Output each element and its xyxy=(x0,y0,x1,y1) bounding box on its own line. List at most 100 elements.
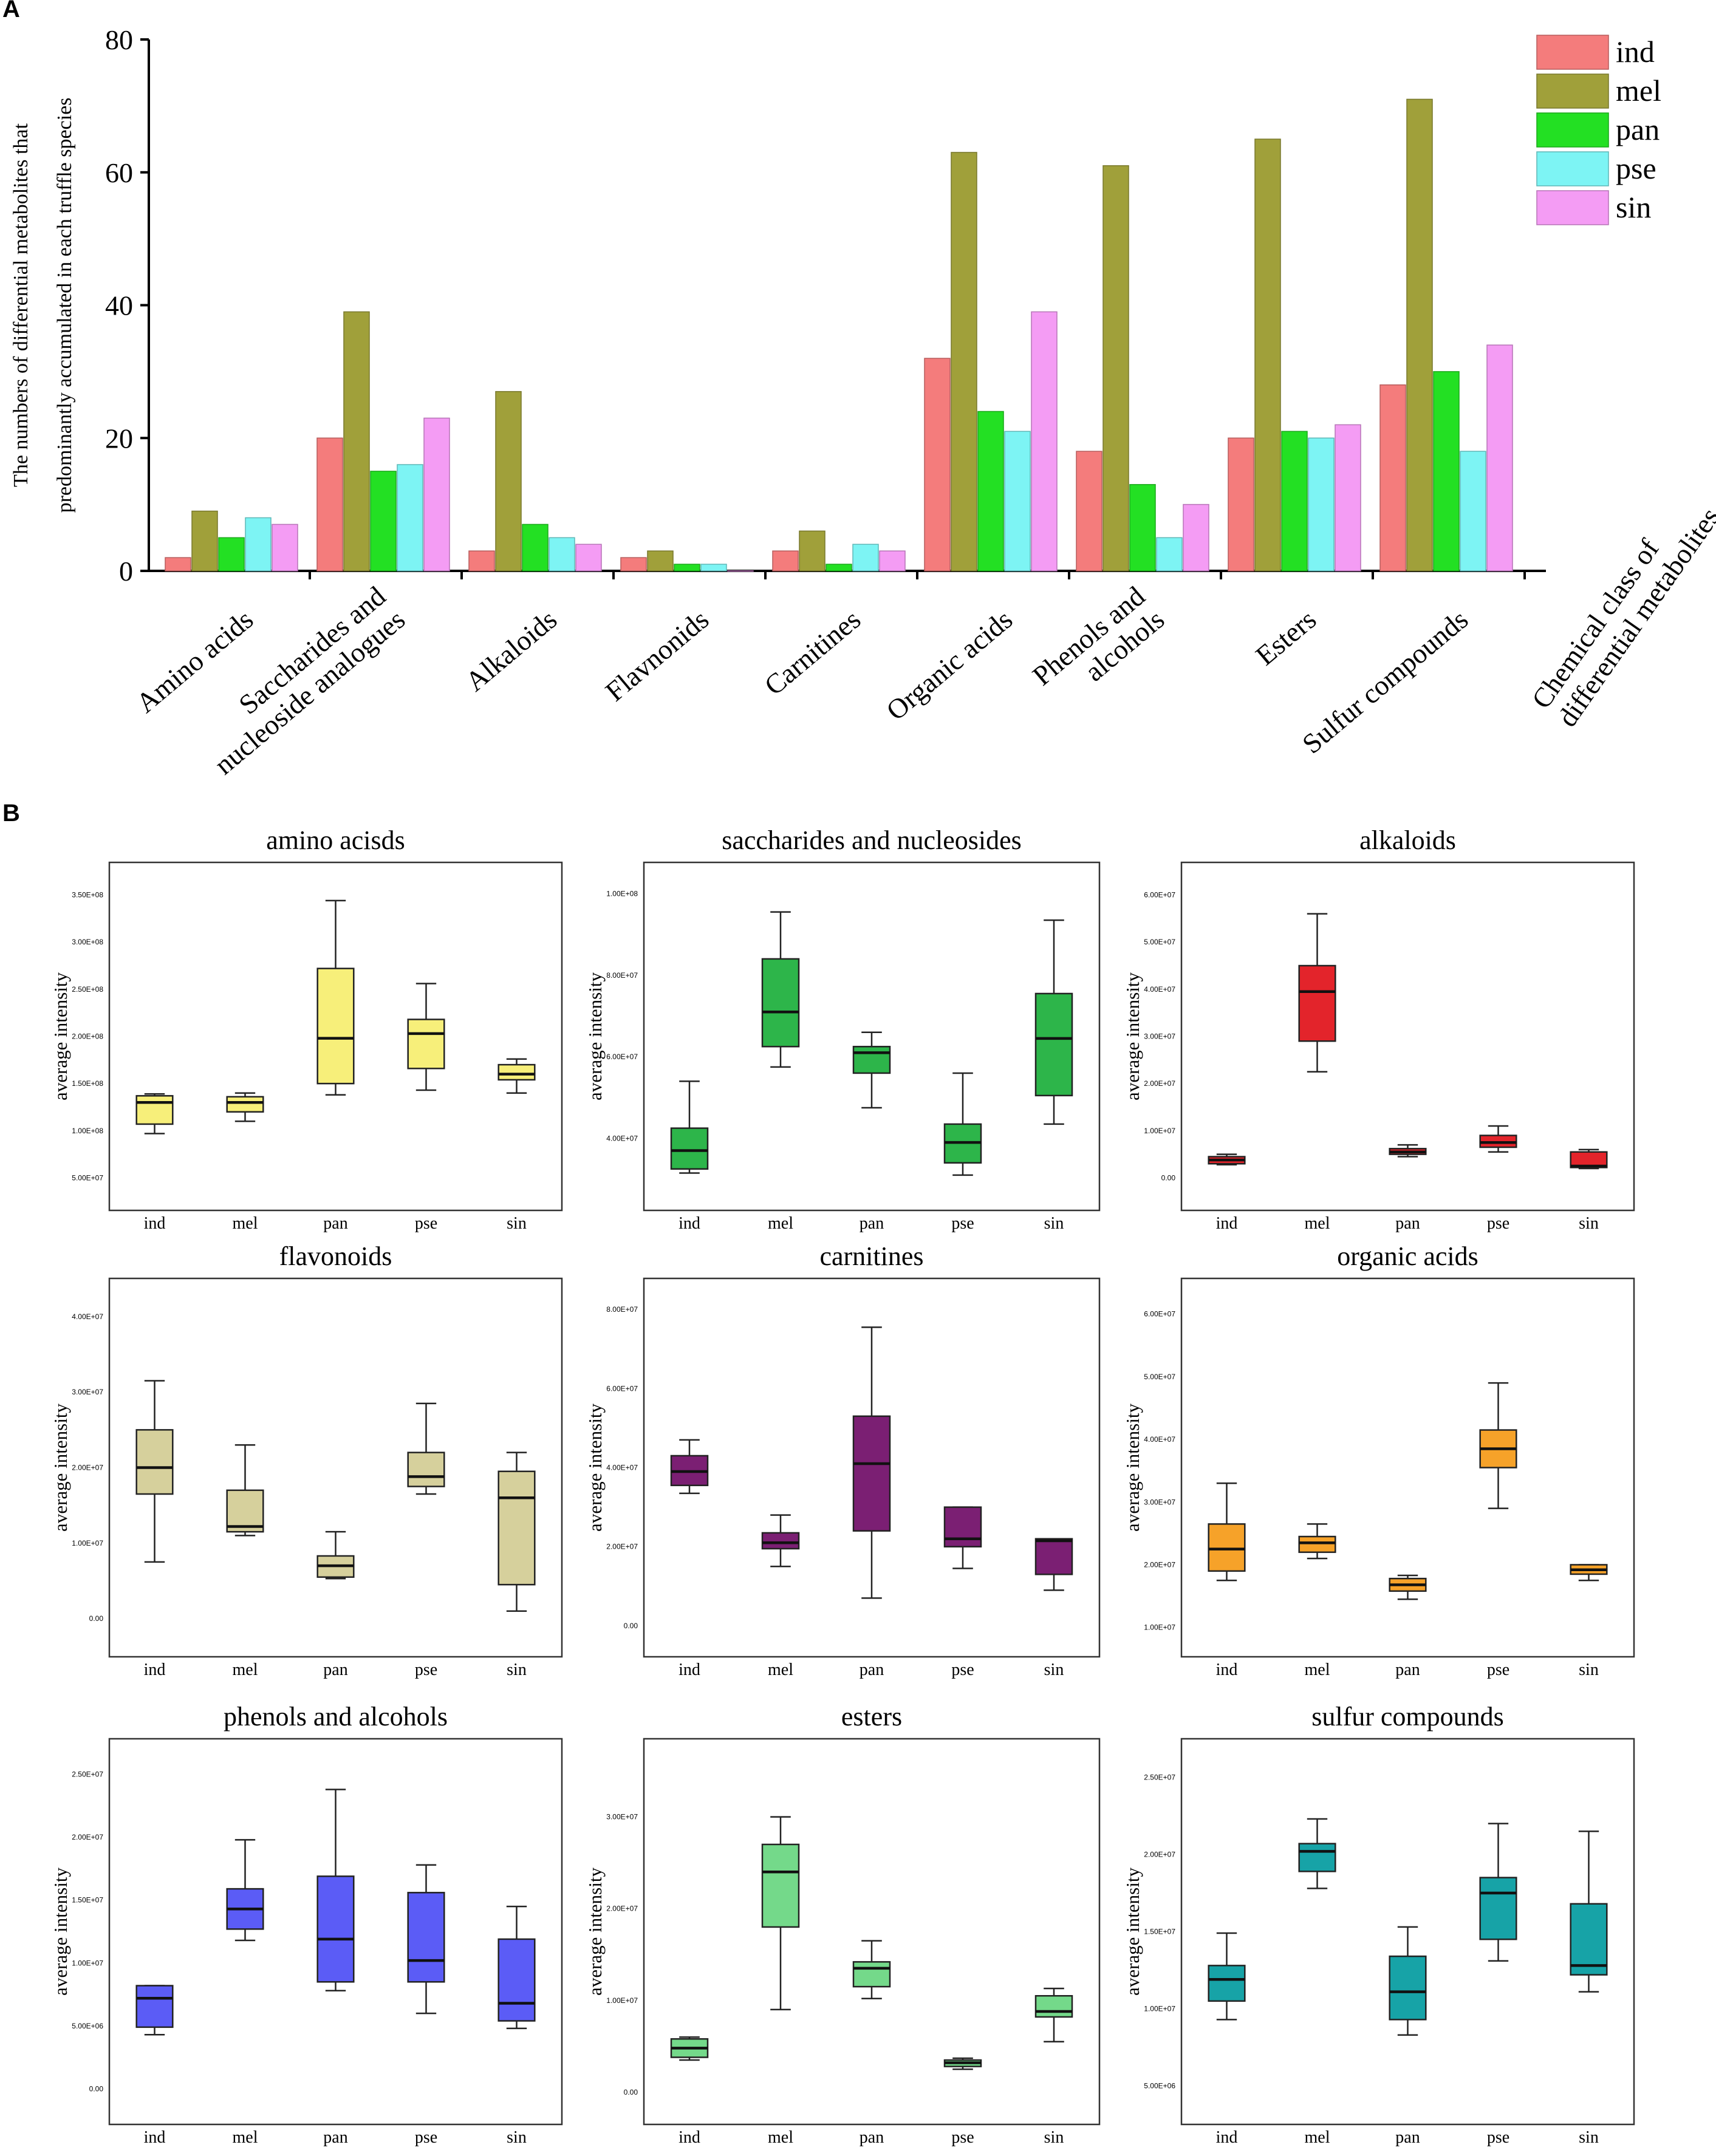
box-plot-sulfur-compounds: sulfur compounds average intensity 5.00E+0… xyxy=(1122,1702,1635,2147)
x-tick-label: pse xyxy=(951,2128,974,2147)
bar-pan xyxy=(522,524,549,571)
y-axis-label: average intensity xyxy=(1122,1868,1143,1996)
x-tick-label: pan xyxy=(323,2128,347,2147)
box-pan: pan xyxy=(852,1326,891,1679)
x-tick-label: Phenols andalcohols xyxy=(1027,581,1170,715)
box-ind: ind xyxy=(135,1093,174,1233)
box-iqr xyxy=(135,1095,174,1125)
y-tick-label: 80 xyxy=(105,24,133,55)
y-axis-label: average intensity xyxy=(584,972,606,1100)
plot-title: alkaloids xyxy=(1359,825,1456,855)
x-tick-label: ind xyxy=(1216,1214,1238,1233)
x-axis-label-line: differential metabolites xyxy=(1551,502,1716,732)
box-plot-phenols-and-alcohols: phenols and alcohols average intensity 0.0… xyxy=(50,1702,563,2147)
y-tick-label: 5.00E+07 xyxy=(1144,938,1175,946)
bar-sin xyxy=(1486,344,1513,571)
y-tick-label: 1.00E+08 xyxy=(606,889,638,898)
legend-label-ind: ind xyxy=(1616,35,1655,69)
box-iqr xyxy=(135,1985,174,2028)
bar-pse xyxy=(1156,537,1183,571)
box-mel: mel xyxy=(1298,913,1336,1233)
x-tick-label-line: Flavnonids xyxy=(600,604,714,707)
legend-label-mel: mel xyxy=(1616,73,1661,107)
box-plot-flavonoids: flavonoids average intensity 0.00 1.00E+07 2… xyxy=(50,1241,563,1679)
box-iqr xyxy=(316,1875,355,1983)
y-tick-label: 1.00E+07 xyxy=(72,1959,103,1967)
x-tick-label: Alkaloids xyxy=(459,604,562,697)
bar-pan xyxy=(826,564,852,571)
bar-ind xyxy=(772,550,799,571)
box-mel: mel xyxy=(761,1514,800,1679)
box-sin: sin xyxy=(1034,1987,1073,2147)
y-tick-label: 40 xyxy=(105,290,133,321)
plot-title: phenols and alcohols xyxy=(224,1702,448,1731)
x-tick-label: ind xyxy=(1216,2128,1238,2147)
box-plot-esters: esters average intensity 0.00 1.00E+07 2.00E… xyxy=(584,1702,1101,2147)
box-pse: pse xyxy=(943,1506,982,1679)
bar-pse xyxy=(700,564,727,571)
x-tick-label: Carnitines xyxy=(759,604,867,701)
legend-label-sin: sin xyxy=(1616,190,1651,224)
bar-pse xyxy=(549,537,575,571)
y-tick-label: 3.00E+08 xyxy=(72,938,103,946)
plot-title: flavonoids xyxy=(279,1241,392,1271)
y-tick-label: 1.00E+08 xyxy=(72,1127,103,1135)
y-tick-label: 2.50E+08 xyxy=(72,985,103,994)
box-plot-grid: amino acisds average intensity 5.00E+07 1.0… xyxy=(50,825,1635,2147)
x-tick-label: Esters xyxy=(1249,604,1322,671)
x-tick-label: ind xyxy=(1216,1660,1238,1679)
plot-title: esters xyxy=(841,1702,902,1731)
y-tick-label: 0.00 xyxy=(1161,1173,1176,1182)
y-tick-label: 1.00E+07 xyxy=(1144,2005,1175,2013)
box-pan: pan xyxy=(1389,1926,1427,2147)
plot-title: organic acids xyxy=(1337,1241,1478,1271)
x-tick-label: ind xyxy=(679,1214,700,1233)
x-tick-label: ind xyxy=(144,1214,166,1233)
legend: ind mel pan pse sin xyxy=(1536,35,1661,225)
box-plot-organic-acids: organic acids average intensity 1.00E+07 2.… xyxy=(1122,1241,1635,1679)
bar-pse xyxy=(852,544,879,571)
y-tick-label: 8.00E+07 xyxy=(606,971,638,980)
y-tick-label: 2.50E+07 xyxy=(1144,1773,1175,1781)
box-pse: pse xyxy=(1479,1823,1517,2147)
box-iqr xyxy=(1208,1965,1246,2002)
y-axis-label: average intensity xyxy=(1122,972,1143,1100)
x-tick-label: sin xyxy=(1044,1214,1064,1233)
legend-label-pan: pan xyxy=(1616,112,1660,146)
y-axis-label: average intensity xyxy=(50,1868,71,1996)
y-tick-label: 3.00E+07 xyxy=(606,1813,638,1821)
y-tick-label: 3.00E+07 xyxy=(1144,1032,1175,1041)
y-tick-label: 0 xyxy=(119,556,133,587)
box-mel: mel xyxy=(1298,1818,1336,2147)
bar-mel xyxy=(1254,138,1281,571)
x-tick-label: sin xyxy=(1044,1660,1064,1679)
x-tick-label: mel xyxy=(1305,1660,1330,1679)
x-tick-label: pse xyxy=(1487,2128,1509,2147)
box-pan: pan xyxy=(1389,1144,1427,1233)
box-pan: pan xyxy=(316,1789,355,2147)
y-axis-label: average intensity xyxy=(584,1868,606,1996)
y-tick-label: 5.00E+06 xyxy=(1144,2082,1175,2090)
y-tick-label: 5.00E+07 xyxy=(72,1173,103,1182)
box-ind: ind xyxy=(670,1080,709,1233)
box-sin: sin xyxy=(1034,1538,1073,1679)
box-ind: ind xyxy=(670,2036,709,2147)
y-tick-label: 2.00E+07 xyxy=(72,1464,103,1472)
bar-pse xyxy=(397,464,423,571)
box-pan: pan xyxy=(1389,1574,1427,1679)
box-pse: pse xyxy=(1479,1382,1517,1679)
x-tick-label: sin xyxy=(1579,1214,1599,1233)
x-tick-label: pan xyxy=(860,1660,884,1679)
y-tick-label: 1.00E+07 xyxy=(1144,1623,1175,1632)
x-tick-label-line: Organic acids xyxy=(880,604,1018,726)
x-tick-label: ind xyxy=(679,2128,700,2147)
box-iqr xyxy=(135,1429,174,1495)
box-iqr xyxy=(497,1063,536,1081)
bar-sin xyxy=(272,524,298,571)
bar-pse xyxy=(1460,451,1486,571)
bar-pse xyxy=(245,517,272,571)
x-tick-label: mel xyxy=(1305,2128,1330,2147)
box-iqr xyxy=(1208,1523,1246,1572)
legend-swatch-pse xyxy=(1536,151,1609,186)
bar-ind xyxy=(924,358,951,571)
